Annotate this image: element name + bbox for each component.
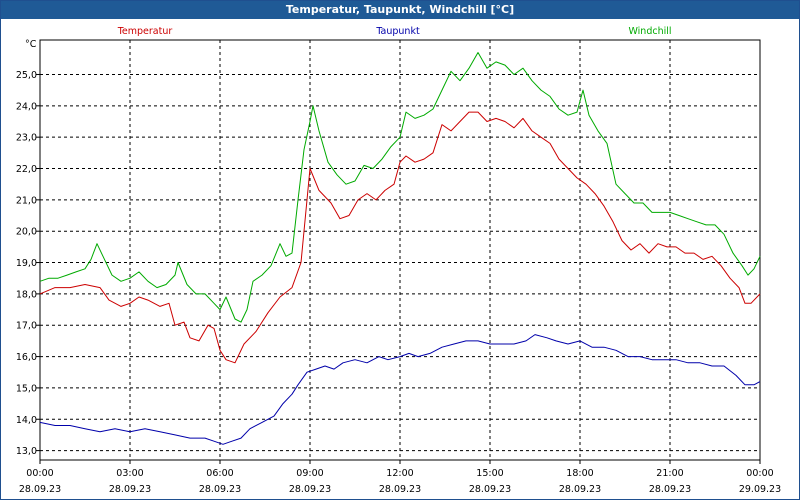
- series-line-taupunkt: [39, 334, 761, 445]
- x-tick-date: 28.09.23: [19, 484, 61, 495]
- x-tick-date: 28.09.23: [469, 484, 511, 495]
- legend: Temperatur Taupunkt Windchill: [117, 26, 672, 37]
- series-line-temperatur: [39, 111, 761, 364]
- x-tick-time: 00:00: [26, 468, 53, 479]
- x-axis: 00:00 28.09.23 03:00 28.09.23 06:00 28.09.23 0…: [19, 460, 781, 495]
- x-tick-time: 21:00: [656, 468, 683, 479]
- x-tick-time: 09:00: [296, 468, 323, 479]
- y-tick-label: 18,0: [16, 289, 37, 300]
- x-tick-date: 28.09.23: [109, 484, 151, 495]
- y-tick-label: 24,0: [16, 101, 37, 112]
- chart-title: Temperatur, Taupunkt, Windchill [°C]: [1, 1, 799, 19]
- x-tick-date: 28.09.23: [199, 484, 241, 495]
- x-tick-date: 28.09.23: [379, 484, 421, 495]
- x-tick-date: 28.09.23: [289, 484, 331, 495]
- y-axis: 13,0 14,0 15,0 16,0 17,0 18,0 19,0 20,0 21,0 22,0…: [16, 70, 40, 457]
- x-tick-time: 18:00: [566, 468, 593, 479]
- y-tick-label: 22,0: [16, 164, 37, 175]
- y-tick-label: 23,0: [16, 133, 37, 144]
- y-tick-label: 15,0: [16, 383, 37, 394]
- y-tick-label: 13,0: [16, 446, 37, 457]
- y-axis-unit-label: °C: [25, 39, 37, 50]
- y-tick-label: 20,0: [16, 227, 37, 238]
- x-tick-time: 03:00: [116, 468, 143, 479]
- y-tick-label: 16,0: [16, 352, 37, 363]
- x-tick-date: 29.09.23: [739, 484, 781, 495]
- x-tick-date: 28.09.23: [559, 484, 601, 495]
- x-tick-time: 06:00: [206, 468, 233, 479]
- x-tick-time: 15:00: [476, 468, 503, 479]
- y-tick-label: 25,0: [16, 70, 37, 81]
- y-tick-label: 21,0: [16, 195, 37, 206]
- series-line-windchill: [39, 52, 761, 323]
- legend-taupunkt: Taupunkt: [375, 26, 420, 37]
- y-tick-label: 14,0: [16, 415, 37, 426]
- x-tick-date: 28.09.23: [649, 484, 691, 495]
- series-lines: [39, 52, 761, 445]
- x-tick-time: 12:00: [386, 468, 413, 479]
- y-tick-label: 17,0: [16, 321, 37, 332]
- legend-windchill: Windchill: [628, 26, 671, 37]
- legend-temperatur: Temperatur: [117, 26, 173, 37]
- grid-lines: [40, 40, 760, 460]
- x-tick-time: 00:00: [746, 468, 773, 479]
- y-tick-label: 19,0: [16, 258, 37, 269]
